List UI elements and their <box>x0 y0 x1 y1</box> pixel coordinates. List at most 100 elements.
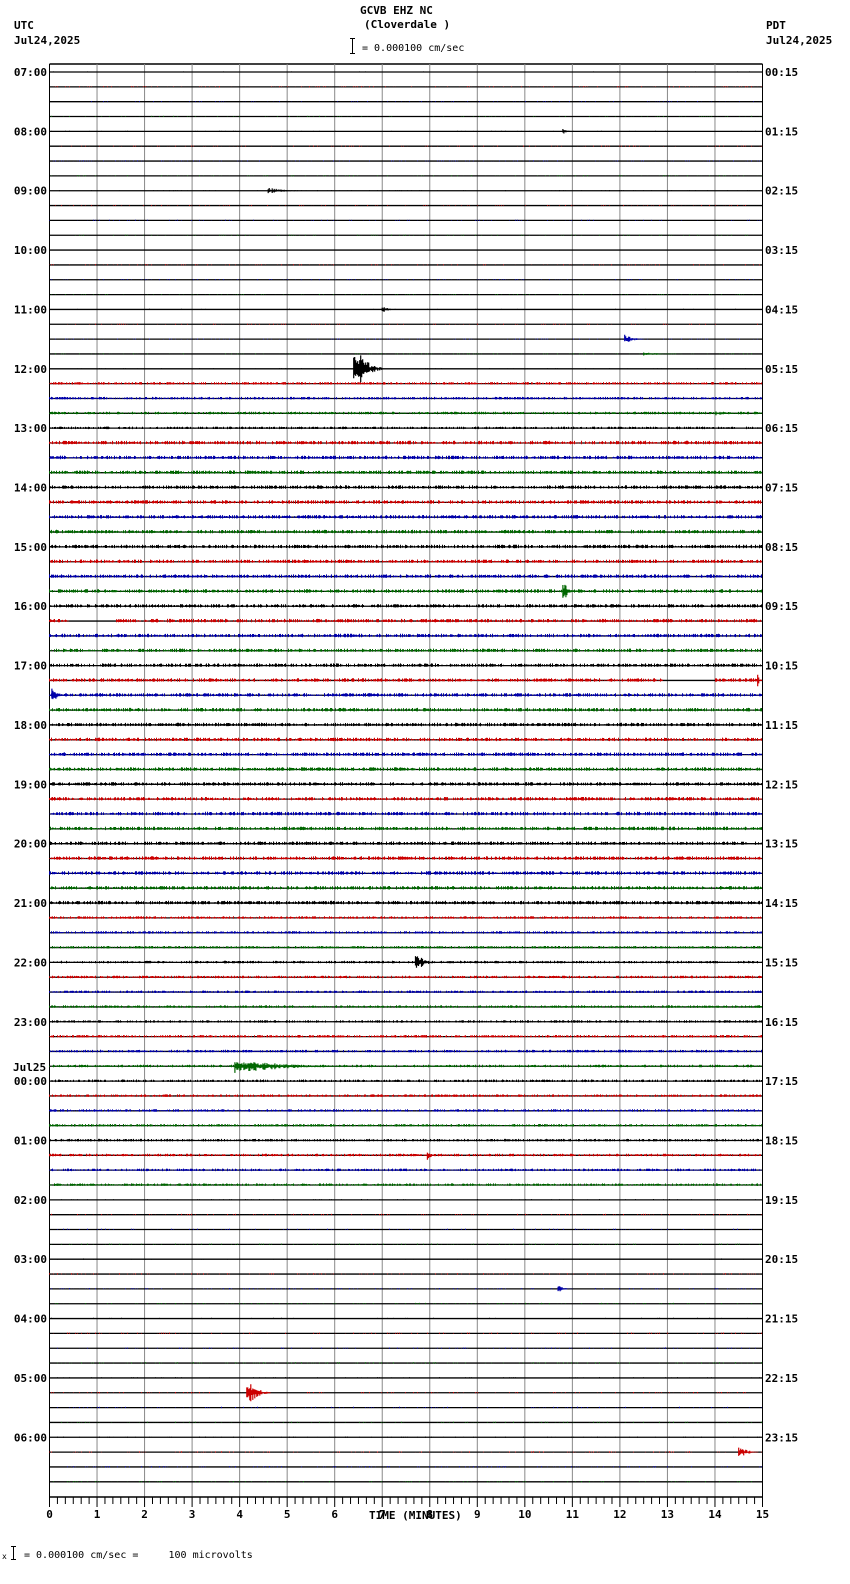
trace-noise <box>53 1421 762 1423</box>
utc-time-label: 18:00 <box>14 719 47 732</box>
seismic-event <box>738 1447 759 1456</box>
trace-noise <box>49 782 762 786</box>
utc-time-label: 12:00 <box>14 363 47 376</box>
trace-noise <box>49 1124 762 1127</box>
pdt-time-label: 00:15 <box>765 66 798 79</box>
seismic-event <box>246 1384 271 1402</box>
trace-noise <box>49 707 762 712</box>
trace-noise <box>49 737 762 742</box>
right-date: Jul24,2025 <box>766 34 833 47</box>
trace-noise <box>51 279 758 281</box>
pdt-time-label: 21:15 <box>765 1313 798 1326</box>
trace-noise <box>51 353 752 355</box>
x-tick-label: 15 <box>756 1508 769 1521</box>
trace-noise <box>49 440 762 445</box>
right-timezone: PDT <box>766 19 786 32</box>
trace-noise <box>59 145 762 147</box>
station-title: GCVB EHZ NC <box>360 4 433 17</box>
trace-noise <box>49 589 762 593</box>
pdt-time-label: 01:15 <box>765 125 798 138</box>
trace-noise <box>49 1213 762 1216</box>
seismic-event <box>267 188 316 194</box>
trace-noise <box>53 160 760 162</box>
footer-scale-label: = 0.000100 cm/sec = 100 microvolts <box>24 1550 253 1561</box>
pdt-time-label: 13:15 <box>765 838 798 851</box>
trace-noise <box>49 396 762 400</box>
trace-noise <box>49 515 762 519</box>
x-tick-label: 13 <box>661 1508 674 1521</box>
pdt-time-label: 12:15 <box>765 778 798 791</box>
trace-noise <box>49 1183 762 1186</box>
utc-time-label: 22:00 <box>14 956 47 969</box>
pdt-time-label: 11:15 <box>765 719 798 732</box>
utc-time-label: 21:00 <box>14 897 47 910</box>
pdt-time-label: 03:15 <box>765 244 798 257</box>
trace-noise <box>55 338 758 340</box>
trace-noise <box>49 1138 762 1142</box>
trace-noise <box>49 1005 762 1008</box>
utc-time-label: 09:00 <box>14 185 47 198</box>
trace-noise <box>49 648 762 653</box>
scale-label: = 0.000100 cm/sec <box>362 43 465 54</box>
x-tick-label: 11 <box>566 1508 580 1521</box>
seismic-event <box>353 355 383 383</box>
trace-noise <box>57 323 758 325</box>
pdt-time-label: 14:15 <box>765 897 798 910</box>
trace-noise <box>49 752 762 756</box>
seismic-event <box>562 584 578 598</box>
seismic-event <box>414 956 436 968</box>
trace-noise <box>49 1258 760 1260</box>
pdt-time-label: 07:15 <box>765 482 798 495</box>
trace-noise <box>49 455 762 460</box>
trace-noise <box>53 86 762 88</box>
utc-time-label: 16:00 <box>14 600 47 613</box>
trace-noise <box>91 101 760 102</box>
utc-time-label: 20:00 <box>14 838 47 851</box>
trace-noise <box>49 767 762 771</box>
trace-noise <box>49 1049 762 1053</box>
seismic-event <box>562 129 578 134</box>
seismic-event <box>557 1286 573 1292</box>
trace-noise <box>49 529 762 534</box>
trace-noise <box>49 841 762 845</box>
trace-noise <box>49 426 762 430</box>
trace-noise <box>49 1347 756 1349</box>
x-tick-label: 8 <box>426 1508 433 1521</box>
utc-time-label: 02:00 <box>14 1194 47 1207</box>
utc-time-label: 00:00 <box>14 1075 47 1088</box>
utc-time-label: 19:00 <box>14 778 47 791</box>
footer-prefix: x <box>2 1552 7 1561</box>
utc-time-label: 14:00 <box>14 482 47 495</box>
trace-noise <box>49 1035 762 1038</box>
pdt-time-label: 10:15 <box>765 660 798 673</box>
utc-time-label: 08:00 <box>14 125 47 138</box>
pdt-time-label: 02:15 <box>765 185 798 198</box>
pdt-time-label: 08:15 <box>765 541 798 554</box>
trace-noise <box>67 308 752 310</box>
trace-noise <box>57 1228 752 1230</box>
pdt-time-label: 20:15 <box>765 1253 798 1266</box>
trace-noise <box>51 115 762 117</box>
trace-noise <box>53 205 746 206</box>
trace-noise <box>53 1481 752 1483</box>
pdt-time-label: 04:15 <box>765 303 798 316</box>
trace-noise <box>49 485 762 489</box>
x-tick-label: 5 <box>284 1508 291 1521</box>
trace-noise <box>49 71 760 73</box>
trace-noise <box>49 931 762 934</box>
footer-scale-bar-icon <box>11 1546 16 1560</box>
seismic-event <box>757 674 763 687</box>
utc-time-label: 13:00 <box>14 422 47 435</box>
station-location: (Cloverdale ) <box>364 18 451 31</box>
trace-noise <box>49 797 762 801</box>
pdt-time-label: 22:15 <box>765 1372 798 1385</box>
x-tick-label: 4 <box>236 1508 243 1521</box>
trace-noise <box>49 811 762 816</box>
trace-noise <box>49 678 762 682</box>
trace-noise <box>49 975 762 979</box>
utc-time-label: 23:00 <box>14 1016 47 1029</box>
utc-time-label: 01:00 <box>14 1134 47 1147</box>
date-change-label: Jul25 <box>13 1061 46 1074</box>
trace-noise <box>51 130 760 132</box>
utc-time-label: 10:00 <box>14 244 47 257</box>
